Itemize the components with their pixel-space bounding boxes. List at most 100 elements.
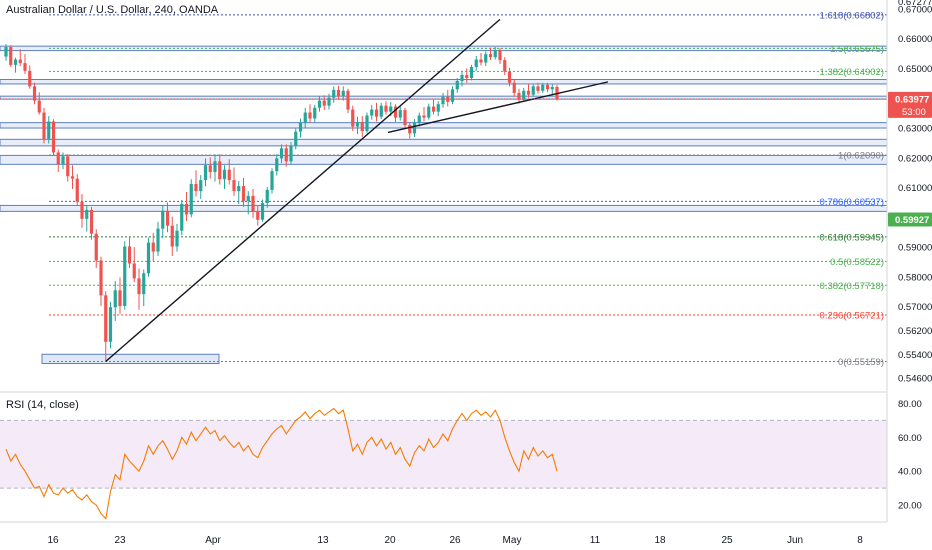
candle-body — [279, 148, 284, 159]
candle-body — [450, 89, 455, 102]
candle-body — [460, 75, 464, 81]
price-axis-label: 0.56200 — [898, 326, 932, 337]
candle — [322, 95, 326, 111]
zone-box — [0, 78, 888, 85]
rsi-axis-label: 60.00 — [898, 433, 922, 444]
rsi-title: RSI (14, close) — [6, 399, 79, 411]
candle-body — [493, 50, 497, 58]
rsi-line — [5, 407, 558, 520]
current-price-tag[interactable] — [888, 91, 932, 118]
candle — [294, 128, 298, 150]
candle-body — [370, 109, 374, 116]
trendlines[interactable] — [105, 18, 609, 362]
candle — [460, 70, 464, 87]
candle-body — [512, 82, 516, 93]
zone-box — [0, 154, 888, 165]
candle-body — [28, 70, 32, 87]
candle — [275, 154, 279, 176]
candle-body — [184, 203, 189, 215]
candle-body — [294, 131, 298, 146]
trendline-minor[interactable] — [387, 81, 609, 134]
candle-body — [289, 145, 293, 162]
zone-box — [0, 122, 888, 129]
candle-body — [132, 263, 136, 279]
candle — [431, 99, 436, 115]
rsi-axis-label: 40.00 — [898, 467, 922, 478]
candle — [303, 107, 307, 129]
candle-body — [94, 233, 98, 261]
candle-body — [222, 169, 227, 180]
candle — [484, 51, 488, 67]
candle — [123, 241, 127, 310]
candle-body — [550, 86, 554, 90]
candle — [170, 216, 174, 257]
candle-body — [75, 178, 79, 202]
candle — [545, 82, 550, 93]
candle-body — [422, 115, 426, 118]
candle — [522, 87, 526, 102]
candle — [351, 105, 355, 131]
candle-body — [526, 90, 531, 95]
candlestick-series — [4, 44, 559, 362]
fib-level-label: 1(0.62090) — [838, 151, 884, 162]
candle-body — [317, 100, 322, 108]
candle — [313, 104, 317, 123]
candle — [498, 48, 502, 65]
candle-body — [275, 158, 279, 172]
trendline-major[interactable] — [105, 18, 501, 362]
price-axis[interactable]: 0.670000.660000.650000.640000.630000.620… — [0, 0, 932, 522]
time-axis-label: 23 — [114, 535, 126, 546]
candle-body — [156, 228, 160, 252]
price-axis-label: 0.66000 — [898, 34, 932, 45]
time-axis-label: Apr — [205, 535, 221, 546]
candle-body — [536, 86, 540, 91]
candle — [9, 45, 13, 67]
candle-body — [412, 122, 417, 134]
fib-level-label: 1.5(0.65675) — [830, 44, 884, 55]
candle — [284, 144, 288, 167]
candle — [203, 158, 208, 187]
candle-body — [251, 195, 255, 212]
candle — [360, 116, 364, 137]
fib-level-label: 0.786(0.60537) — [820, 197, 884, 208]
candle — [194, 170, 198, 197]
price-axis-label: 0.63000 — [898, 124, 932, 135]
candle — [265, 186, 269, 208]
candle — [137, 268, 141, 310]
time-axis[interactable]: 16 23 Apr 13 20 26 May 11 18 25 Jun 8 — [0, 521, 887, 546]
candle — [132, 247, 136, 283]
candle-body — [18, 59, 22, 64]
candle-body — [298, 122, 303, 132]
candle-body — [170, 225, 174, 247]
candle-body — [37, 100, 41, 113]
candle — [222, 165, 227, 190]
level-price-tag[interactable] — [888, 212, 932, 227]
candle — [199, 175, 203, 199]
candle — [165, 202, 170, 233]
candle — [161, 205, 165, 239]
price-axis-label: 0.55400 — [898, 350, 932, 361]
candle — [531, 83, 535, 97]
candle-body — [208, 165, 212, 173]
candle — [465, 68, 469, 83]
candle — [89, 206, 94, 240]
candle — [541, 82, 545, 93]
candle — [47, 116, 51, 144]
candle — [412, 119, 417, 137]
time-axis-label: 18 — [654, 535, 666, 546]
candle — [488, 47, 493, 61]
candle — [184, 192, 189, 221]
candle-body — [246, 195, 250, 201]
candle — [151, 232, 155, 262]
countdown-timer: 53:00 — [902, 107, 926, 118]
candle-body — [13, 59, 18, 65]
candle-body — [127, 246, 132, 264]
candle-body — [355, 122, 360, 127]
candle — [108, 301, 113, 349]
candle — [493, 47, 497, 60]
candle — [146, 237, 151, 277]
candle-body — [465, 75, 469, 78]
fibonacci-levels[interactable]: 1.618(0.66802) 1.5(0.65675) 1.382(0.64902)… — [49, 10, 887, 368]
candle — [189, 179, 193, 218]
